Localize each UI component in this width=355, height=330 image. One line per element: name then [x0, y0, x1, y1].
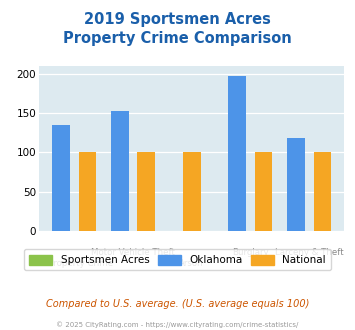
Text: © 2025 CityRating.com - https://www.cityrating.com/crime-statistics/: © 2025 CityRating.com - https://www.city… [56, 322, 299, 328]
Bar [228, 76, 246, 231]
Text: Motor Vehicle Theft: Motor Vehicle Theft [91, 248, 175, 257]
Text: 2019 Sportsmen Acres: 2019 Sportsmen Acres [84, 12, 271, 26]
Legend: Sportsmen Acres, Oklahoma, National: Sportsmen Acres, Oklahoma, National [24, 249, 331, 270]
Text: Arson: Arson [179, 258, 204, 268]
Text: All Property Crime: All Property Crime [35, 258, 113, 268]
Text: Property Crime Comparison: Property Crime Comparison [63, 31, 292, 46]
Bar [52, 125, 70, 231]
Bar [313, 152, 331, 231]
Bar [79, 152, 96, 231]
Bar [287, 138, 305, 231]
Bar [183, 152, 201, 231]
Bar [111, 111, 129, 231]
Text: Burglary: Burglary [232, 248, 269, 257]
Bar [137, 152, 155, 231]
Text: Compared to U.S. average. (U.S. average equals 100): Compared to U.S. average. (U.S. average … [46, 299, 309, 309]
Text: Larceny & Theft: Larceny & Theft [275, 248, 343, 257]
Bar [255, 152, 272, 231]
